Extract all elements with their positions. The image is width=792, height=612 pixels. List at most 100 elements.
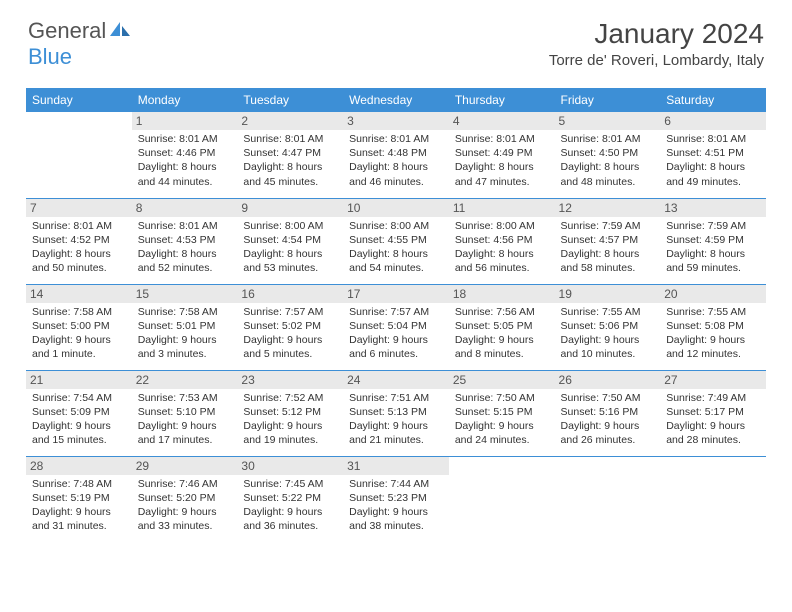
day-content: Sunrise: 7:56 AMSunset: 5:05 PMDaylight:… <box>455 305 549 362</box>
calendar-cell: 13 Sunrise: 7:59 AMSunset: 4:59 PMDayligh… <box>660 198 766 284</box>
daylight-line: Daylight: 8 hours and 48 minutes. <box>561 160 655 188</box>
sunset-line: Sunset: 5:17 PM <box>666 405 760 419</box>
day-number: 25 <box>449 371 555 389</box>
calendar-cell: 17Sunrise: 7:57 AMSunset: 5:04 PMDayligh… <box>343 284 449 370</box>
day-number: 4 <box>449 112 555 130</box>
day-content: Sunrise: 7:51 AMSunset: 5:13 PMDaylight:… <box>349 391 443 448</box>
weekday-header: Monday <box>132 88 238 112</box>
sunset-line: Sunset: 5:19 PM <box>32 491 126 505</box>
day-number: 1 <box>132 112 238 130</box>
daylight-line: Daylight: 9 hours and 24 minutes. <box>455 419 549 447</box>
calendar-cell <box>449 456 555 542</box>
sunset-line: Sunset: 5:02 PM <box>243 319 337 333</box>
calendar-cell: 29Sunrise: 7:46 AMSunset: 5:20 PMDayligh… <box>132 456 238 542</box>
sunset-line: Sunset: 5:05 PM <box>455 319 549 333</box>
sunrise-line: Sunrise: 7:52 AM <box>243 391 337 405</box>
calendar-table: SundayMondayTuesdayWednesdayThursdayFrid… <box>26 88 766 542</box>
day-content: Sunrise: 8:01 AMSunset: 4:51 PMDaylight:… <box>666 132 760 189</box>
brand-logo: General Blue <box>28 18 132 70</box>
day-content: Sunrise: 8:00 AMSunset: 4:56 PMDaylight:… <box>455 219 549 276</box>
calendar-cell: 22Sunrise: 7:53 AMSunset: 5:10 PMDayligh… <box>132 370 238 456</box>
day-number: 18 <box>449 285 555 303</box>
day-content: Sunrise: 8:01 AMSunset: 4:50 PMDaylight:… <box>561 132 655 189</box>
sunset-line: Sunset: 5:13 PM <box>349 405 443 419</box>
calendar-cell <box>555 456 661 542</box>
calendar-cell: 20Sunrise: 7:55 AMSunset: 5:08 PMDayligh… <box>660 284 766 370</box>
daylight-line: Daylight: 9 hours and 3 minutes. <box>138 333 232 361</box>
calendar-cell: 6Sunrise: 8:01 AMSunset: 4:51 PMDaylight… <box>660 112 766 198</box>
calendar-cell: 10Sunrise: 8:00 AMSunset: 4:55 PMDayligh… <box>343 198 449 284</box>
calendar-cell: 9 Sunrise: 8:00 AMSunset: 4:54 PMDaylight… <box>237 198 343 284</box>
day-number: 14 <box>26 285 132 303</box>
day-content: Sunrise: 7:44 AMSunset: 5:23 PMDaylight:… <box>349 477 443 534</box>
calendar-cell: 3Sunrise: 8:01 AMSunset: 4:48 PMDaylight… <box>343 112 449 198</box>
sunrise-line: Sunrise: 7:56 AM <box>455 305 549 319</box>
daylight-line: Daylight: 9 hours and 26 minutes. <box>561 419 655 447</box>
day-number: 30 <box>237 457 343 475</box>
calendar-cell: 15Sunrise: 7:58 AMSunset: 5:01 PMDayligh… <box>132 284 238 370</box>
day-content: Sunrise: 7:50 AMSunset: 5:15 PMDaylight:… <box>455 391 549 448</box>
daylight-line: Daylight: 8 hours and 50 minutes. <box>32 247 126 275</box>
sunrise-line: Sunrise: 7:44 AM <box>349 477 443 491</box>
sunset-line: Sunset: 5:16 PM <box>561 405 655 419</box>
daylight-line: Daylight: 8 hours and 47 minutes. <box>455 160 549 188</box>
calendar-cell: 7Sunrise: 8:01 AMSunset: 4:52 PMDaylight… <box>26 198 132 284</box>
sunrise-line: Sunrise: 8:01 AM <box>243 132 337 146</box>
calendar-week-row: 7Sunrise: 8:01 AMSunset: 4:52 PMDaylight… <box>26 198 766 284</box>
weekday-row: SundayMondayTuesdayWednesdayThursdayFrid… <box>26 88 766 112</box>
sail-icon <box>108 20 132 38</box>
day-number: 21 <box>26 371 132 389</box>
sunset-line: Sunset: 4:55 PM <box>349 233 443 247</box>
day-number: 10 <box>343 199 449 217</box>
daylight-line: Daylight: 9 hours and 38 minutes. <box>349 505 443 533</box>
sunrise-line: Sunrise: 8:01 AM <box>32 219 126 233</box>
sunrise-line: Sunrise: 7:46 AM <box>138 477 232 491</box>
calendar-cell: 2Sunrise: 8:01 AMSunset: 4:47 PMDaylight… <box>237 112 343 198</box>
sunset-line: Sunset: 4:53 PM <box>138 233 232 247</box>
daylight-line: Daylight: 9 hours and 8 minutes. <box>455 333 549 361</box>
sunrise-line: Sunrise: 7:51 AM <box>349 391 443 405</box>
sunset-line: Sunset: 4:46 PM <box>138 146 232 160</box>
calendar-week-row: 28Sunrise: 7:48 AMSunset: 5:19 PMDayligh… <box>26 456 766 542</box>
day-number: 2 <box>237 112 343 130</box>
title-location: Torre de' Roveri, Lombardy, Italy <box>549 52 764 69</box>
sunset-line: Sunset: 5:10 PM <box>138 405 232 419</box>
weekday-header: Tuesday <box>237 88 343 112</box>
sunset-line: Sunset: 4:54 PM <box>243 233 337 247</box>
day-content: Sunrise: 7:49 AMSunset: 5:17 PMDaylight:… <box>666 391 760 448</box>
calendar-cell: 30 Sunrise: 7:45 AMSunset: 5:22 PMDayligh… <box>237 456 343 542</box>
daylight-line: Daylight: 9 hours and 12 minutes. <box>666 333 760 361</box>
day-content: Sunrise: 7:45 AMSunset: 5:22 PMDaylight:… <box>243 477 337 534</box>
sunset-line: Sunset: 5:12 PM <box>243 405 337 419</box>
daylight-line: Daylight: 8 hours and 54 minutes. <box>349 247 443 275</box>
day-content: Sunrise: 7:57 AMSunset: 5:02 PMDaylight:… <box>243 305 337 362</box>
daylight-line: Daylight: 9 hours and 31 minutes. <box>32 505 126 533</box>
daylight-line: Daylight: 8 hours and 59 minutes. <box>666 247 760 275</box>
daylight-line: Daylight: 9 hours and 33 minutes. <box>138 505 232 533</box>
sunset-line: Sunset: 4:56 PM <box>455 233 549 247</box>
daylight-line: Daylight: 8 hours and 58 minutes. <box>561 247 655 275</box>
sunset-line: Sunset: 5:22 PM <box>243 491 337 505</box>
sunrise-line: Sunrise: 7:55 AM <box>666 305 760 319</box>
daylight-line: Daylight: 8 hours and 52 minutes. <box>138 247 232 275</box>
day-number: 22 <box>132 371 238 389</box>
calendar-head: SundayMondayTuesdayWednesdayThursdayFrid… <box>26 88 766 112</box>
day-number: 16 <box>237 285 343 303</box>
day-content: Sunrise: 7:59 AMSunset: 4:59 PMDaylight:… <box>666 219 760 276</box>
day-number: 9 <box>237 199 343 217</box>
day-content: Sunrise: 8:01 AMSunset: 4:53 PMDaylight:… <box>138 219 232 276</box>
sunset-line: Sunset: 5:01 PM <box>138 319 232 333</box>
day-content: Sunrise: 7:50 AMSunset: 5:16 PMDaylight:… <box>561 391 655 448</box>
day-content: Sunrise: 8:00 AMSunset: 4:54 PMDaylight:… <box>243 219 337 276</box>
daylight-line: Daylight: 9 hours and 28 minutes. <box>666 419 760 447</box>
day-number: 12 <box>555 199 661 217</box>
calendar-cell: 25 Sunrise: 7:50 AMSunset: 5:15 PMDayligh… <box>449 370 555 456</box>
sunrise-line: Sunrise: 8:01 AM <box>349 132 443 146</box>
calendar-week-row: 14Sunrise: 7:58 AMSunset: 5:00 PMDayligh… <box>26 284 766 370</box>
day-content: Sunrise: 7:52 AMSunset: 5:12 PMDaylight:… <box>243 391 337 448</box>
calendar-cell: 12Sunrise: 7:59 AMSunset: 4:57 PMDayligh… <box>555 198 661 284</box>
calendar-cell: 28Sunrise: 7:48 AMSunset: 5:19 PMDayligh… <box>26 456 132 542</box>
weekday-header: Friday <box>555 88 661 112</box>
sunrise-line: Sunrise: 7:45 AM <box>243 477 337 491</box>
day-number: 13 <box>660 199 766 217</box>
